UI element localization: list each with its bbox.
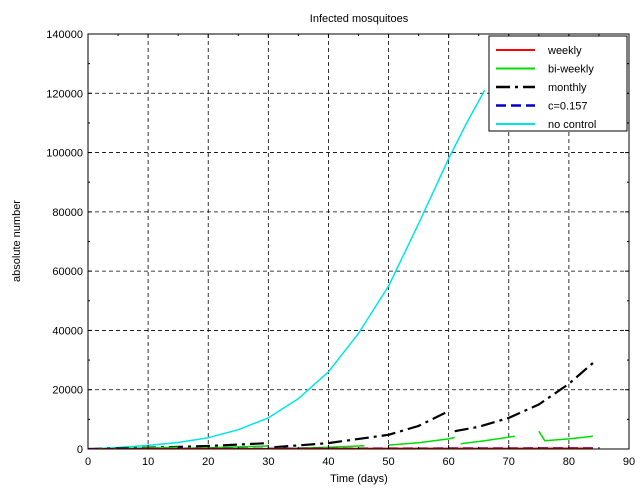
- x-tick-label: 0: [85, 456, 91, 468]
- legend-label: monthly: [548, 82, 587, 94]
- legend: weekly bi-weekly monthly c=0.157 no control: [488, 35, 628, 132]
- y-tick-label: 140000: [46, 29, 83, 41]
- x-tick-label: 80: [563, 456, 575, 468]
- y-tick-label: 0: [77, 444, 83, 456]
- x-tick-label: 60: [443, 456, 455, 468]
- legend-label: weekly: [547, 45, 582, 57]
- x-tick-label: 10: [142, 456, 154, 468]
- x-tick-label: 90: [623, 456, 635, 468]
- grid-lines: [88, 34, 629, 449]
- y-tick-label: 40000: [52, 325, 83, 337]
- series-line-bi-weekly: [388, 436, 455, 446]
- series-line-bi-weekly: [538, 430, 593, 442]
- y-tick-label: 80000: [52, 207, 83, 219]
- x-tick-label: 40: [322, 456, 334, 468]
- legend-label: bi-weekly: [548, 64, 594, 76]
- chart-title: Infected mosquitoes: [310, 13, 409, 25]
- x-axis: 0 10 20 30 40 50 60 70 80 90: [85, 34, 635, 468]
- legend-label: c=0.157: [548, 101, 587, 113]
- series-line-monthly: [274, 410, 450, 449]
- legend-box: [488, 35, 628, 132]
- x-tick-label: 30: [262, 456, 274, 468]
- x-tick-label: 50: [382, 456, 394, 468]
- y-axis: 0 20000 40000 60000 80000 100000 120000 140000: [46, 29, 629, 456]
- legend-label: no control: [548, 119, 596, 131]
- series-line-no-control: [88, 89, 486, 449]
- x-tick-label: 70: [503, 456, 515, 468]
- y-tick-label: 20000: [52, 385, 83, 397]
- y-axis-title: absolute number: [11, 200, 23, 282]
- y-tick-label: 60000: [52, 266, 83, 278]
- y-tick-label: 120000: [46, 88, 83, 100]
- x-axis-title: Time (days): [330, 473, 388, 485]
- y-tick-label: 100000: [46, 148, 83, 160]
- x-tick-label: 20: [202, 456, 214, 468]
- series-line-bi-weekly: [460, 435, 515, 445]
- series-line-monthly: [454, 362, 594, 433]
